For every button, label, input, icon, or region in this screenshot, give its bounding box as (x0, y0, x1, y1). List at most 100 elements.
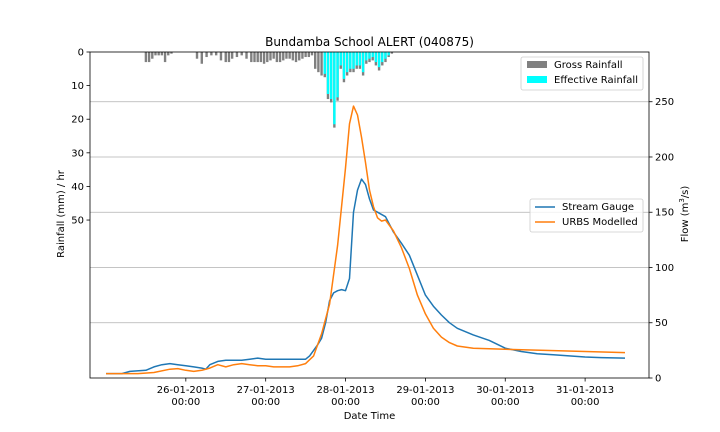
effective-rain-bar-4 (336, 52, 339, 98)
gross-rain-bar-40 (310, 52, 314, 56)
right-axis-label-base: Flow (m (680, 203, 691, 243)
gross-rain-bar-30 (278, 52, 282, 63)
x-tick-label-time-2: 00:00 (331, 397, 360, 408)
legend-label-gauge: Stream Gauge (562, 202, 634, 213)
right-tick-label-250: 250 (655, 97, 674, 108)
x-tick-label-date-1: 27-01-2013 (237, 385, 295, 396)
gross-rain-bar-11 (205, 52, 208, 58)
gross-rain-bar-15 (224, 52, 227, 63)
gross-rain-bar-2 (151, 52, 154, 59)
gross-rain-bar-13 (214, 52, 218, 56)
gross-rain-bar-12 (210, 52, 213, 56)
left-axis-label: Rainfall (mm) / hr (56, 169, 67, 258)
left-tick-label-0: 0 (78, 48, 84, 59)
flow-lines (106, 105, 626, 375)
gross-rain-bar-6 (163, 52, 167, 63)
gross-rain-bar-24 (259, 52, 263, 63)
effective-rain-bar-5 (339, 52, 342, 66)
legend-label-model: URBS Modelled (562, 217, 638, 228)
x-tick-label-date-5: 31-01-2013 (556, 385, 614, 396)
left-tick-label-10: 10 (71, 81, 84, 92)
gross-rain-bar-8 (170, 52, 173, 54)
gross-rain-bar-14 (219, 52, 223, 61)
gross-rain-bar-9 (195, 52, 199, 59)
gross-rain-bar-65 (390, 52, 394, 54)
gross-rain-bar-20 (245, 52, 248, 59)
effective-rain-bar-16 (374, 52, 378, 63)
effective-rain-bar-12 (361, 52, 365, 73)
gross-rain-bar-3 (154, 52, 157, 56)
x-tick-label-time-0: 00:00 (171, 397, 200, 408)
gross-rain-bar-21 (250, 52, 253, 63)
gross-rain-bar-5 (160, 52, 164, 56)
effective-rain-bar-1 (326, 52, 330, 95)
gross-rain-bar-0 (144, 52, 148, 63)
gross-rain-bar-28 (272, 52, 275, 59)
effective-rain-bar-11 (358, 52, 362, 66)
series-urbs-modelled (106, 105, 626, 375)
effective-rain-bar-15 (371, 52, 374, 58)
left-tick-label-50: 50 (71, 216, 84, 227)
effective-rain-bar-9 (352, 52, 355, 69)
gross-rain-bar-25 (262, 52, 266, 64)
gross-rain-bar-37 (301, 52, 304, 59)
gross-rain-bar-22 (253, 52, 256, 63)
effective-rain-bar-6 (342, 52, 346, 79)
legend-label-gross: Gross Rainfall (554, 60, 623, 71)
right-tick-label-0: 0 (655, 374, 661, 385)
gross-rain-bar-18 (235, 52, 239, 58)
rainfall-legend-box (520, 56, 644, 91)
gross-rain-bar-29 (275, 52, 279, 63)
right-tick-label-100: 100 (655, 263, 674, 274)
gross-rain-bar-39 (307, 52, 311, 58)
right-axis-label-tail: /s) (680, 186, 691, 199)
chart-title: Bundamba School ALERT (040875) (265, 35, 474, 49)
x-tick-label-date-4: 30-01-2013 (476, 385, 534, 396)
gross-rain-bar-10 (200, 52, 203, 64)
left-tick-label-20: 20 (71, 115, 84, 126)
gross-rain-bar-26 (266, 52, 269, 63)
right-axis-label-sup: 3 (678, 198, 686, 202)
effective-rain-bar-0 (323, 52, 326, 74)
effective-rain-bar-20 (387, 52, 390, 56)
x-tick-label-time-3: 00:00 (411, 397, 440, 408)
axis-ticks: 0102030405005010015020025026-01-201300:0… (71, 48, 674, 409)
gross-rain-bar-42 (317, 52, 320, 73)
effective-rain-bar-8 (349, 52, 352, 69)
right-tick-label-50: 50 (655, 318, 668, 329)
gross-rain-bar-33 (288, 52, 291, 59)
x-tick-label-time-5: 00:00 (571, 397, 600, 408)
gross-rain-bar-1 (147, 52, 151, 63)
gross-rain-bar-32 (285, 52, 288, 59)
x-tick-label-date-0: 26-01-2013 (157, 385, 215, 396)
effective-rain-bar-17 (377, 52, 381, 68)
left-tick-label-40: 40 (71, 182, 84, 193)
flow-legend: Stream Gauge URBS Modelled (529, 198, 644, 233)
effective-rain-bar-7 (345, 52, 349, 73)
legend-label-effective: Effective Rainfall (554, 75, 638, 86)
effective-rain-bar-2 (329, 52, 333, 100)
gross-rain-bar-38 (304, 52, 307, 58)
gross-rain-bar-7 (167, 52, 170, 56)
right-axis-label: Flow (m3/s) (678, 186, 691, 243)
gross-rain-bar-27 (269, 52, 272, 61)
gross-rain-bar-34 (291, 52, 295, 61)
x-axis-label: Date Time (344, 411, 396, 422)
rainfall-legend: Gross Rainfall Effective Rainfall (520, 56, 644, 91)
x-tick-label-date-3: 29-01-2013 (396, 385, 454, 396)
effective-rain-bar-18 (381, 52, 384, 63)
gross-rain-bar-35 (294, 52, 298, 63)
gross-rain-bar-43 (320, 52, 323, 76)
effective-rain-bar-14 (368, 52, 371, 59)
effective-rain-bar-19 (384, 52, 387, 59)
gross-rain-bar-31 (282, 52, 285, 61)
plot-frame (89, 51, 650, 379)
x-tick-label-time-4: 00:00 (491, 397, 520, 408)
gross-rain-bar-36 (298, 52, 301, 61)
x-tick-label-time-1: 00:00 (251, 397, 280, 408)
gross-rain-bar-41 (313, 52, 317, 69)
legend-swatch-gross (527, 61, 547, 68)
series-stream-gauge (106, 178, 626, 375)
gross-rain-bar-4 (157, 52, 160, 56)
